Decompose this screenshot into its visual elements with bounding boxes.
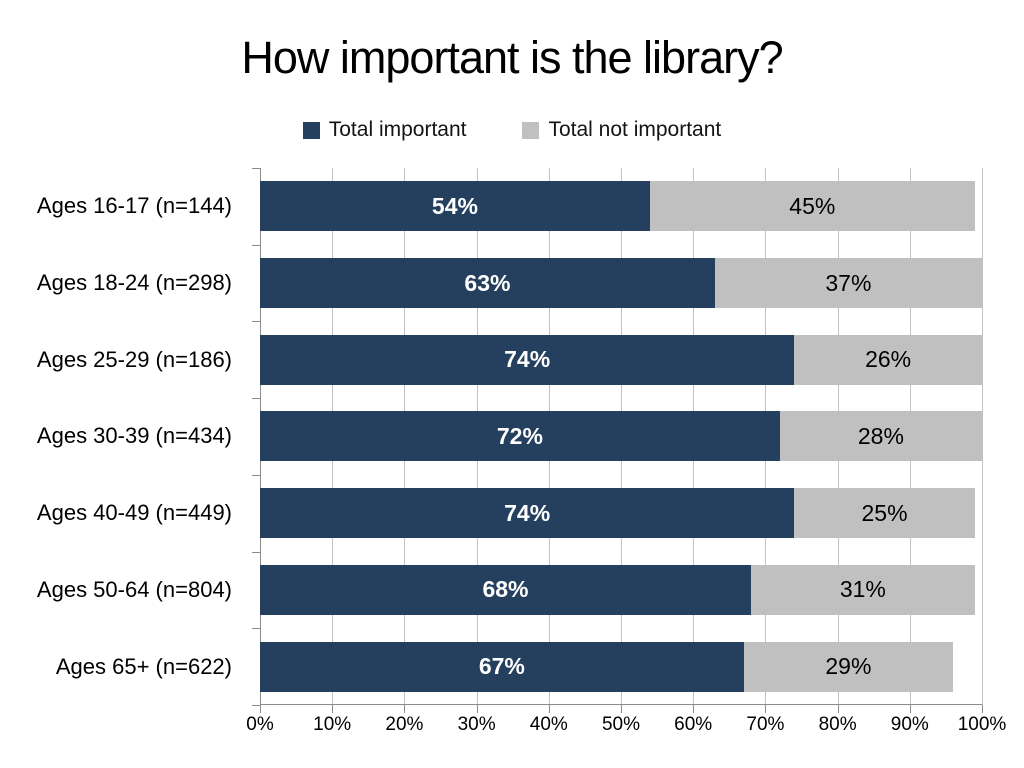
legend-swatch-total-not-important [522,121,540,139]
bar-segment-total-not-important: 45% [649,181,975,232]
y-axis-tick [252,244,260,246]
x-axis-tick [621,705,622,713]
x-axis-tick-label: 100% [957,714,1007,735]
bar-row: 54% 45% [260,168,982,245]
x-axis-tick [693,705,695,713]
bar-segment-total-not-important: 28% [779,411,982,462]
x-axis-tick [476,705,478,713]
legend-item-total-not-important: Total not important [522,118,721,142]
category-label: Ages 30-39 (n=434) [36,423,232,449]
bar-row: 74% 25% [260,475,982,552]
legend-swatch-total-important [302,121,320,139]
x-axis-tick-label: 60% [674,714,713,735]
stacked-bar: 74% 25% [260,488,982,539]
bar-segment-total-important: 54% [260,181,650,232]
category-label: Ages 25-29 (n=186) [36,346,232,372]
x-axis-tick [332,705,334,713]
x-axis-tick-label: 40% [529,714,568,735]
bar-segment-total-not-important: 26% [794,334,982,385]
y-axis-tick [252,474,260,476]
x-axis-tick-label: 0% [246,714,274,735]
stacked-bar: 68% 31% [260,564,982,615]
x-axis-tick-label: 10% [313,714,352,735]
bar-row: 67% 29% [260,628,982,705]
stacked-bar: 67% 29% [260,641,982,692]
x-axis-tick [404,705,406,713]
bar-segment-total-not-important: 29% [743,641,954,692]
legend: Total important Total not important [0,118,1024,142]
category-label: Ages 18-24 (n=298) [36,270,232,296]
y-axis-tick [252,168,260,169]
x-axis-tick-label: 70% [746,714,785,735]
stacked-bar: 54% 45% [260,181,982,232]
x-axis-tick-label: 50% [601,714,641,735]
bar-segment-total-important: 74% [260,334,795,385]
x-axis-tick [765,705,767,713]
x-axis-tick [982,705,983,713]
bar-row: 74% 26% [260,321,982,398]
x-axis-tick-label: 30% [457,714,496,735]
legend-label-total-important: Total important [328,118,467,141]
category-label: Ages 16-17 (n=144) [36,193,232,219]
x-axis-labels: 0% 10% 20% 30% 40% 50% 60% 70% 80% 90% 100% [246,714,1006,744]
stacked-bar: 72% 28% [260,411,982,462]
x-axis-tick [837,705,839,713]
legend-item-total-important: Total important [302,118,467,142]
bar-segment-total-not-important: 25% [794,488,975,539]
y-axis-tick [252,551,260,553]
bar-row: 68% 31% [260,552,982,629]
bar-row: 72% 28% [260,398,982,475]
bar-segment-total-not-important: 31% [750,564,975,615]
x-axis-tick [909,705,911,713]
category-label: Ages 50-64 (n=804) [36,576,232,602]
x-axis-tick [548,705,550,713]
stacked-bar: 74% 26% [260,334,982,385]
bar-segment-total-important: 67% [260,641,744,692]
bar-row: 63% 37% [260,245,982,322]
category-label: Ages 40-49 (n=449) [36,500,232,526]
gridline [982,168,983,705]
x-axis-line [260,704,982,705]
bar-segment-total-important: 68% [260,564,751,615]
x-axis-tick-label: 90% [890,714,929,735]
bar-segment-total-important: 63% [260,258,715,309]
legend-label-total-not-important: Total not important [548,118,722,141]
plot-area: 54% 45% 63% 37% 74% 26% 72% 28% 74% 25% 68% 31% 67% 2… [252,168,983,713]
category-labels: Ages 16-17 (n=144) Ages 18-24 (n=298) Ages… [0,168,246,705]
x-axis-tick [260,705,261,713]
bar-segment-total-important: 72% [260,411,780,462]
y-axis-tick [252,705,260,706]
y-axis-tick [252,398,260,400]
x-axis-tick-label: 20% [385,714,424,735]
bar-segment-total-important: 74% [260,488,795,539]
x-axis-tick-label: 80% [818,714,857,735]
bar-segment-total-not-important: 37% [714,258,982,309]
y-axis-tick [252,321,260,323]
y-axis-tick [252,628,260,630]
category-label: Ages 65+ (n=622) [55,653,232,679]
stacked-bar: 63% 37% [260,258,982,309]
chart-title: How important is the library? [241,32,783,83]
